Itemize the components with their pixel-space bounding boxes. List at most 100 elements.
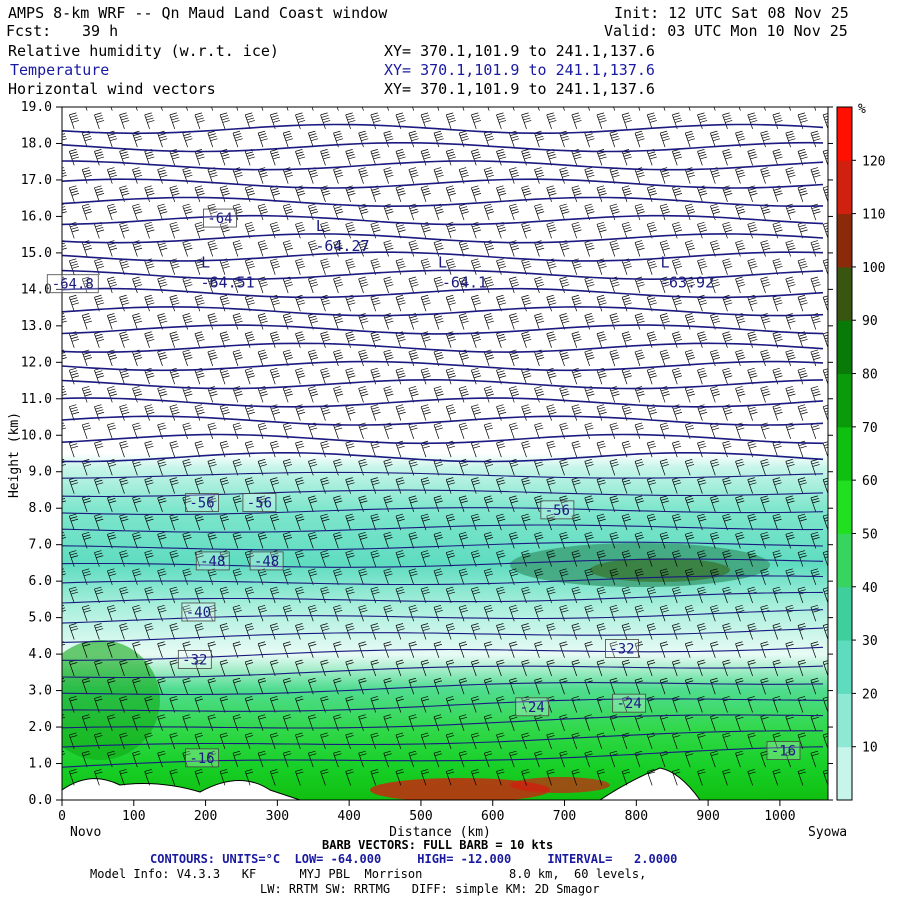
- wind-barb: [722, 112, 733, 129]
- wind-barb: [408, 641, 417, 658]
- wind-barb: [282, 203, 293, 221]
- colorbar-tick-label: 70: [862, 421, 878, 436]
- wind-barb: [207, 604, 217, 622]
- wind-barb: [445, 513, 456, 531]
- wind-barb: [609, 568, 619, 585]
- wind-barb: [194, 440, 204, 458]
- wind-barb: [408, 495, 418, 512]
- wind-barb: [420, 185, 431, 202]
- wind-barb: [383, 313, 394, 330]
- wind-barb: [546, 586, 556, 604]
- wind-barb: [797, 769, 806, 786]
- wind-barb: [370, 586, 380, 604]
- wind-barb: [320, 221, 331, 239]
- wind-barb: [107, 313, 118, 330]
- wind-barb: [521, 221, 532, 239]
- wind-barb: [333, 386, 344, 403]
- wind-barb: [470, 513, 481, 531]
- wind-barb: [596, 112, 607, 129]
- wind-barb: [521, 185, 532, 202]
- contour-label-box: [203, 208, 237, 228]
- wind-barb: [559, 130, 570, 148]
- wind-barb: [269, 513, 280, 531]
- wind-barb: [433, 531, 443, 549]
- low-symbol: L: [201, 253, 210, 271]
- wind-barb: [509, 568, 519, 585]
- wind-barb: [496, 440, 506, 458]
- wind-barb: [194, 149, 205, 166]
- x-tick-label: 700: [553, 809, 576, 824]
- wind-barb: [395, 294, 406, 312]
- wind-barb: [81, 313, 92, 330]
- wind-barb: [320, 294, 331, 312]
- wind-barb: [182, 677, 191, 695]
- wind-barb: [194, 185, 205, 202]
- wind-barb: [295, 659, 304, 677]
- colorbar-segment: [837, 213, 852, 268]
- wind-barb: [546, 550, 556, 567]
- colorbar-segment: [837, 266, 852, 321]
- wind-barb: [144, 367, 155, 385]
- wind-barb: [433, 240, 444, 257]
- wind-barb: [94, 185, 105, 202]
- wind-barb: [395, 696, 404, 713]
- wind-barb: [257, 641, 267, 658]
- wind-barb: [358, 167, 369, 184]
- wind-barb: [320, 659, 329, 677]
- wind-barb: [571, 550, 581, 567]
- wind-barb: [68, 112, 80, 129]
- wind-barb: [822, 186, 828, 202]
- wind-barb: [232, 495, 242, 512]
- wind-barb: [546, 513, 556, 531]
- wind-barb: [345, 367, 356, 385]
- wind-barb: [747, 769, 756, 786]
- y-tick-label: 5.0: [29, 611, 52, 626]
- wind-barb: [408, 386, 419, 403]
- wind-barb: [445, 550, 456, 567]
- contour-label-box: [515, 697, 550, 717]
- wind-barb: [747, 623, 757, 640]
- wind-barb: [785, 203, 796, 221]
- wind-barb: [797, 477, 807, 494]
- wind-barb: [509, 349, 520, 367]
- temperature-contour: [62, 730, 823, 748]
- wind-barb: [521, 440, 531, 458]
- wind-barb: [596, 294, 607, 312]
- colorbar-segment: [837, 160, 852, 215]
- wind-barb: [358, 313, 369, 330]
- wind-barb: [634, 604, 644, 622]
- wind-barb: [797, 513, 807, 531]
- wind-barb: [672, 440, 682, 458]
- wind-barb: [370, 221, 381, 239]
- wind-barb: [68, 623, 79, 640]
- wind-barb: [822, 441, 828, 458]
- wind-barb: [219, 221, 230, 239]
- wind-barb: [282, 313, 293, 330]
- wind-barb: [207, 495, 217, 512]
- wind-barb: [182, 167, 193, 184]
- wind-barb: [509, 276, 520, 294]
- wind-barb: [772, 586, 782, 604]
- wind-barb: [810, 276, 821, 294]
- wind-barb: [546, 623, 556, 640]
- wind-barb: [345, 659, 354, 677]
- wind-barb: [797, 221, 808, 239]
- wind-barb: [822, 696, 828, 713]
- x-tick-label: 200: [194, 809, 217, 824]
- wind-barb: [659, 531, 669, 549]
- wind-barb: [119, 149, 130, 166]
- wind-barb: [509, 604, 519, 622]
- wind-barb: [144, 659, 153, 677]
- wind-barb: [68, 513, 79, 531]
- wind-barb: [521, 623, 531, 640]
- wind-barb: [785, 167, 796, 184]
- temperature-contour: [62, 287, 824, 299]
- wind-barb: [383, 459, 393, 476]
- temperature-contours: [62, 123, 824, 768]
- wind-barb: [458, 604, 468, 622]
- wind-barb: [571, 732, 580, 750]
- contour-label: -32: [609, 641, 634, 657]
- wind-barb: [722, 440, 732, 458]
- wind-barb: [521, 586, 531, 604]
- wind-barb: [282, 130, 293, 148]
